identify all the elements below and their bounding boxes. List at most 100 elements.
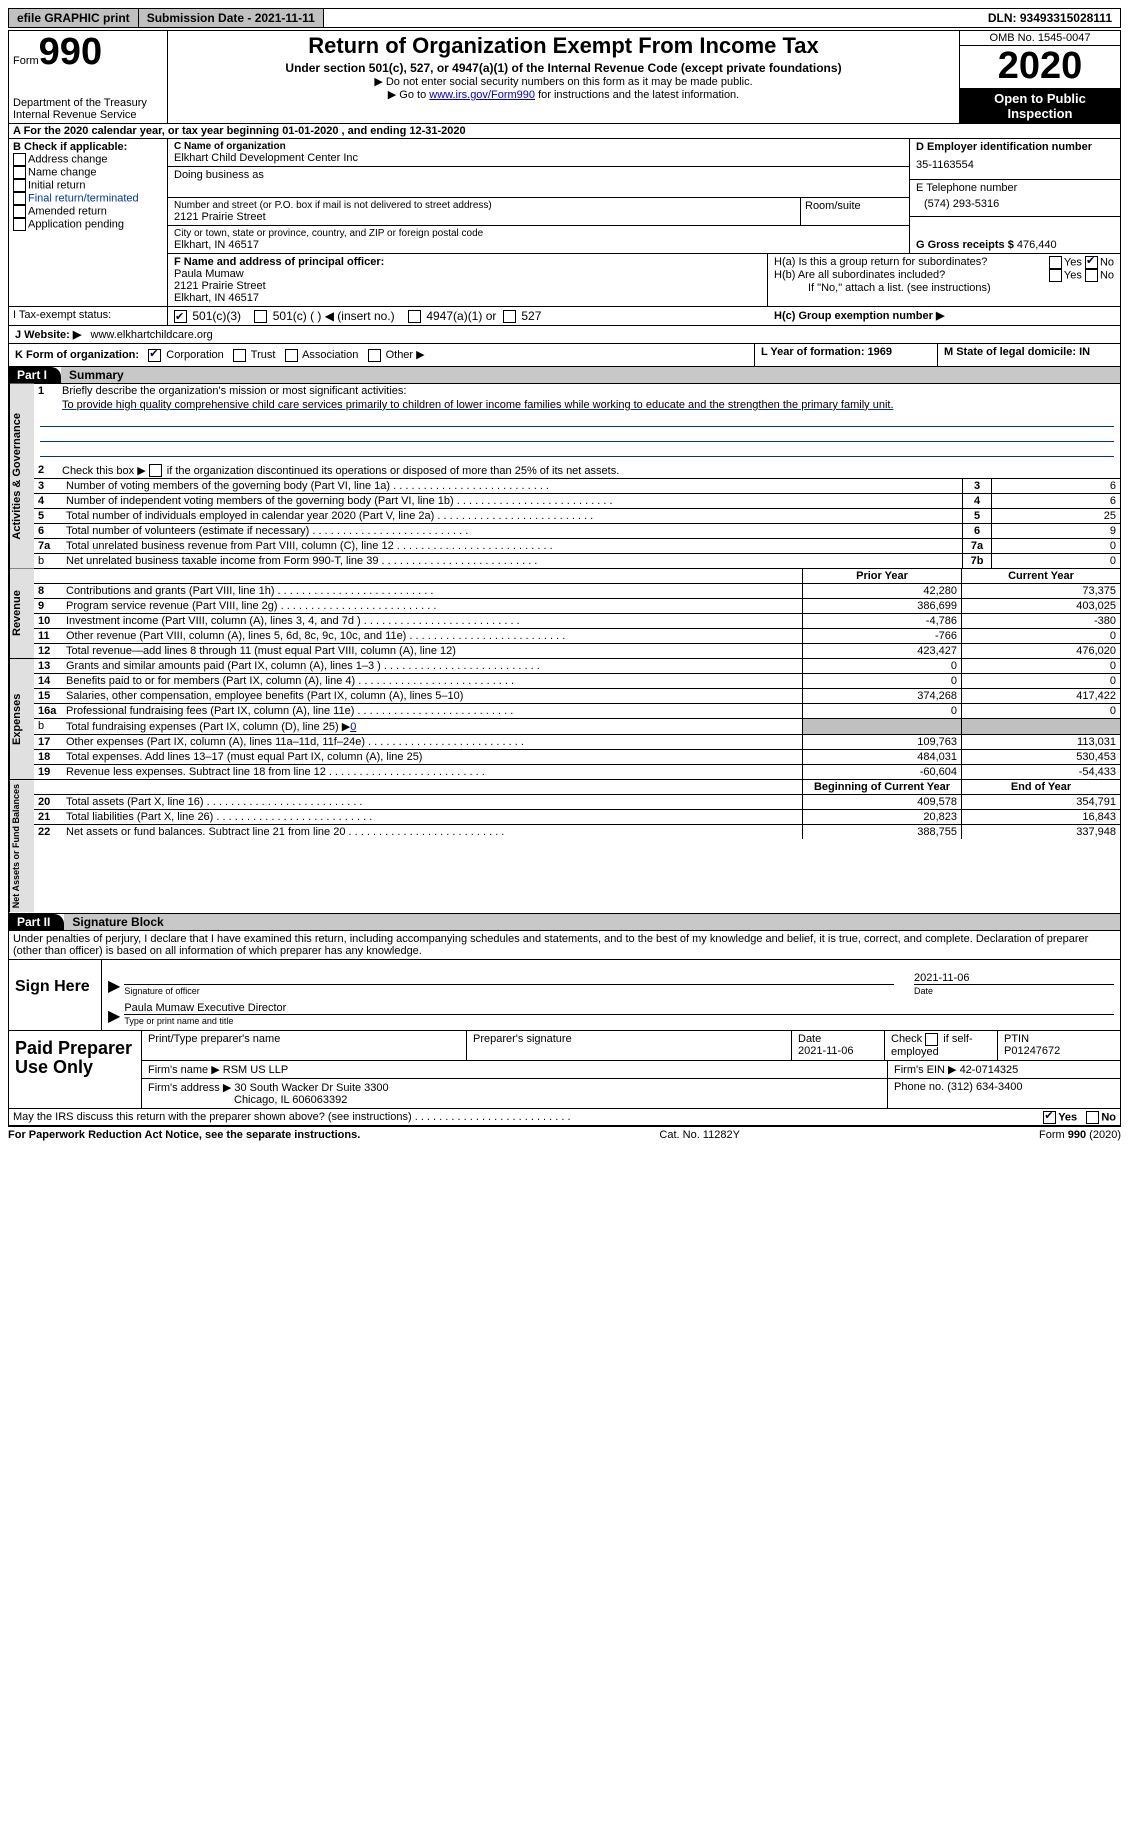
cb-corp[interactable]: Corporation bbox=[148, 349, 224, 361]
cb-trust[interactable]: Trust bbox=[233, 349, 276, 361]
header-right: OMB No. 1545-0047 2020 Open to Public In… bbox=[959, 31, 1120, 123]
line-4: Number of independent voting members of … bbox=[66, 494, 962, 508]
j-content: J Website: ▶ www.elkhartchildcare.org bbox=[9, 326, 1120, 343]
ein-label: D Employer identification number bbox=[916, 141, 1114, 153]
vtab-net-assets: Net Assets or Fund Balances bbox=[9, 780, 34, 912]
sign-here-right: ▶ Signature of officer 2021-11-06 Date ▶… bbox=[102, 960, 1120, 1030]
form-header: Form990 Department of the Treasury Inter… bbox=[9, 31, 1120, 124]
cd-top: C Name of organization Elkhart Child Dev… bbox=[168, 139, 1120, 253]
ha-options[interactable]: Yes No bbox=[1049, 256, 1114, 269]
p18: 484,031 bbox=[802, 750, 961, 764]
line-1-label: Briefly describe the organization's miss… bbox=[62, 384, 1116, 398]
cb-line2[interactable] bbox=[149, 464, 162, 477]
cb-assoc[interactable]: Association bbox=[285, 349, 359, 361]
line-21: Total liabilities (Part X, line 26) bbox=[66, 810, 802, 824]
street: 2121 Prairie Street bbox=[174, 211, 794, 223]
c9: 403,025 bbox=[961, 599, 1120, 613]
discuss-options[interactable]: Yes No bbox=[1043, 1111, 1116, 1124]
room-cell: Room/suite bbox=[800, 198, 909, 225]
header-center: Return of Organization Exempt From Incom… bbox=[168, 31, 959, 123]
b21: 20,823 bbox=[802, 810, 961, 824]
open-inspection: Open to Public Inspection bbox=[960, 89, 1120, 123]
vtab-expenses: Expenses bbox=[9, 659, 34, 779]
officer-signature-label: Signature of officer bbox=[124, 984, 894, 996]
cb-name-change[interactable]: Name change bbox=[13, 166, 163, 179]
ein: 35-1163554 bbox=[916, 153, 1114, 177]
line-7a: Total unrelated business revenue from Pa… bbox=[66, 539, 962, 553]
form-title: Return of Organization Exempt From Incom… bbox=[174, 33, 953, 59]
p11: -766 bbox=[802, 629, 961, 643]
block-b-to-g: B Check if applicable: Address change Na… bbox=[9, 139, 1120, 307]
officer-name-title: Paula Mumaw Executive Director bbox=[124, 1002, 1114, 1014]
efile-print-button[interactable]: efile GRAPHIC print bbox=[9, 9, 139, 27]
e22: 337,948 bbox=[961, 825, 1120, 839]
cb-address-change[interactable]: Address change bbox=[13, 153, 163, 166]
instructions-link[interactable]: www.irs.gov/Form990 bbox=[429, 89, 535, 101]
c16a: 0 bbox=[961, 704, 1120, 718]
street-label: Number and street (or P.O. box if mail i… bbox=[174, 200, 794, 211]
vtab-revenue: Revenue bbox=[9, 569, 34, 658]
cb-amended[interactable]: Amended return bbox=[13, 205, 163, 218]
val-7a: 0 bbox=[991, 539, 1120, 553]
e20: 354,791 bbox=[961, 795, 1120, 809]
sign-here-block: Sign Here ▶ Signature of officer 2021-11… bbox=[9, 960, 1120, 1031]
p19: -60,604 bbox=[802, 765, 961, 779]
c15: 417,422 bbox=[961, 689, 1120, 703]
part-ii-header: Part II Signature Block bbox=[9, 914, 1120, 931]
cb-initial-return[interactable]: Initial return bbox=[13, 179, 163, 192]
val-5: 25 bbox=[991, 509, 1120, 523]
part-ii-title: Signature Block bbox=[64, 914, 1120, 930]
room-label: Room/suite bbox=[805, 200, 905, 212]
c10: -380 bbox=[961, 614, 1120, 628]
self-employed[interactable]: Check if self-employed bbox=[885, 1031, 998, 1060]
cb-501c3[interactable]: 501(c)(3) bbox=[174, 309, 241, 323]
l-year-formation: L Year of formation: 1969 bbox=[754, 344, 937, 366]
subtitle-3: ▶ Go to www.irs.gov/Form990 for instruct… bbox=[174, 88, 953, 101]
hb-options[interactable]: Yes No bbox=[1049, 269, 1114, 282]
hdr-prior: Prior Year bbox=[802, 569, 961, 583]
firm-address: Firm's address ▶ 30 South Wacker Dr Suit… bbox=[142, 1079, 888, 1108]
row-j-website: J Website: ▶ www.elkhartchildcare.org bbox=[9, 326, 1120, 344]
hb-label: H(b) Are all subordinates included? bbox=[774, 269, 945, 282]
discuss-text: May the IRS discuss this return with the… bbox=[13, 1111, 412, 1123]
tel-cell: E Telephone number (574) 293-5316 bbox=[910, 180, 1120, 217]
net-assets-body: Beginning of Current YearEnd of Year 20T… bbox=[34, 780, 1120, 912]
c17: 113,031 bbox=[961, 735, 1120, 749]
signature-intro: Under penalties of perjury, I declare th… bbox=[9, 931, 1120, 960]
e21: 16,843 bbox=[961, 810, 1120, 824]
cb-527[interactable]: 527 bbox=[503, 309, 541, 323]
tax-year: 2020 bbox=[960, 46, 1120, 89]
p16b-shaded bbox=[802, 719, 961, 734]
firm-phone: Phone no. (312) 634-3400 bbox=[888, 1079, 1120, 1108]
ein-cell: D Employer identification number 35-1163… bbox=[910, 139, 1120, 180]
cb-application-pending[interactable]: Application pending bbox=[13, 218, 163, 231]
line-10: Investment income (Part VIII, column (A)… bbox=[66, 614, 802, 628]
sign-here-label: Sign Here bbox=[9, 960, 102, 1030]
line-11: Other revenue (Part VIII, column (A), li… bbox=[66, 629, 802, 643]
cb-final-return[interactable]: Final return/terminated bbox=[13, 192, 163, 205]
sign-date: 2021-11-06 bbox=[914, 972, 1114, 984]
m-state-domicile: M State of legal domicile: IN bbox=[937, 344, 1120, 366]
i-options: 501(c)(3) 501(c) ( ) ◀ (insert no.) 4947… bbox=[168, 307, 768, 325]
fundraising-link[interactable]: 0 bbox=[350, 721, 356, 733]
cb-501c[interactable]: 501(c) ( ) ◀ (insert no.) bbox=[254, 309, 394, 323]
discuss-row: May the IRS discuss this return with the… bbox=[9, 1109, 1120, 1126]
omb-number: OMB No. 1545-0047 bbox=[960, 31, 1120, 46]
p15: 374,268 bbox=[802, 689, 961, 703]
val-4: 6 bbox=[991, 494, 1120, 508]
cb-4947[interactable]: 4947(a)(1) or bbox=[408, 309, 496, 323]
submission-date: Submission Date - 2021-11-11 bbox=[139, 9, 324, 27]
line-9: Program service revenue (Part VIII, line… bbox=[66, 599, 802, 613]
underline bbox=[40, 427, 1114, 442]
firm-ein: Firm's EIN ▶ 42-0714325 bbox=[888, 1061, 1120, 1078]
k-label: K Form of organization: bbox=[15, 349, 139, 361]
sub3-pre: ▶ Go to bbox=[388, 89, 429, 101]
section-net-assets: Net Assets or Fund Balances Beginning of… bbox=[9, 780, 1120, 913]
val-7b: 0 bbox=[991, 554, 1120, 568]
ha-label: H(a) Is this a group return for subordin… bbox=[774, 256, 987, 269]
hdr-curr: Current Year bbox=[961, 569, 1120, 583]
officer-city: Elkhart, IN 46517 bbox=[174, 292, 761, 304]
cb-other[interactable]: Other ▶ bbox=[368, 349, 425, 361]
org-name: Elkhart Child Development Center Inc bbox=[174, 152, 903, 164]
footer-right: Form 990 (2020) bbox=[1039, 1129, 1121, 1141]
